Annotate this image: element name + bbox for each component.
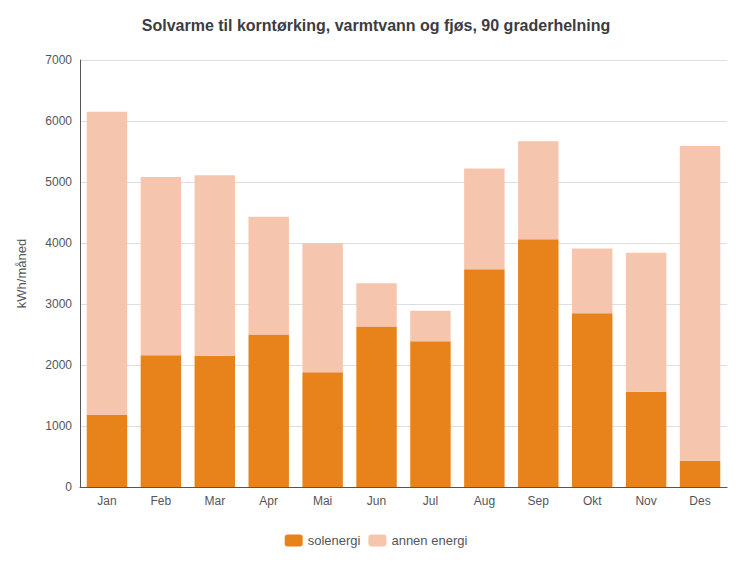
svg-text:Nov: Nov (635, 494, 656, 508)
svg-text:Aug: Aug (474, 494, 495, 508)
svg-text:Jul: Jul (423, 494, 438, 508)
svg-text:Feb: Feb (151, 494, 172, 508)
svg-text:4000: 4000 (45, 236, 72, 250)
svg-text:Jun: Jun (367, 494, 386, 508)
svg-text:solenergi: solenergi (308, 533, 361, 548)
svg-text:Solvarme til korntørking, varm: Solvarme til korntørking, varmtvann og f… (142, 17, 611, 34)
svg-text:6000: 6000 (45, 114, 72, 128)
svg-text:Des: Des (689, 494, 710, 508)
svg-text:7000: 7000 (45, 53, 72, 67)
svg-text:3000: 3000 (45, 297, 72, 311)
svg-text:Jan: Jan (97, 494, 116, 508)
svg-text:5000: 5000 (45, 175, 72, 189)
svg-text:Apr: Apr (259, 494, 278, 508)
svg-text:Mar: Mar (204, 494, 225, 508)
svg-text:Okt: Okt (583, 494, 602, 508)
svg-text:Mai: Mai (313, 494, 332, 508)
svg-text:kWh/måned: kWh/måned (14, 239, 29, 308)
svg-text:annen energi: annen energi (391, 533, 467, 548)
svg-text:0: 0 (65, 480, 72, 494)
svg-text:1000: 1000 (45, 419, 72, 433)
svg-text:2000: 2000 (45, 358, 72, 372)
svg-text:Sep: Sep (528, 494, 550, 508)
